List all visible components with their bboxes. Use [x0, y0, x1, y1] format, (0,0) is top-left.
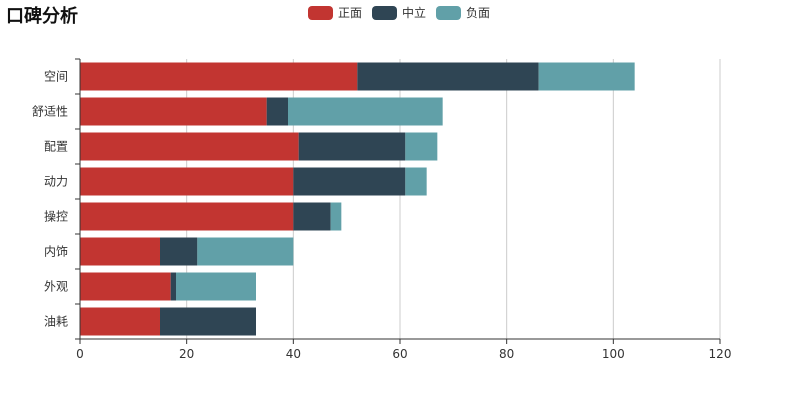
bar-neutral-3[interactable] — [293, 167, 406, 196]
bar-neutral-4[interactable] — [293, 202, 331, 231]
bar-negative-5[interactable] — [197, 237, 294, 266]
x-tick-label: 0 — [76, 347, 84, 361]
bar-neutral-1[interactable] — [266, 97, 288, 126]
y-tick-label: 外观 — [44, 280, 68, 294]
bar-neutral-0[interactable] — [357, 62, 539, 91]
legend-label-positive: 正面 — [338, 6, 363, 20]
bar-positive-2[interactable] — [80, 132, 299, 161]
legend-label-neutral: 中立 — [402, 6, 427, 20]
x-tick-label: 60 — [392, 347, 407, 361]
legend: 正面 中立 负面 — [308, 4, 490, 21]
bar-neutral-5[interactable] — [160, 237, 198, 266]
legend-item-negative[interactable]: 负面 — [436, 4, 490, 21]
chart-title: 口碑分析 — [6, 6, 78, 27]
bar-positive-4[interactable] — [80, 202, 294, 231]
y-tick-label: 舒适性 — [32, 105, 68, 119]
y-tick-label: 内饰 — [44, 245, 68, 259]
bar-neutral-6[interactable] — [170, 272, 176, 301]
bar-negative-4[interactable] — [330, 202, 342, 231]
bar-neutral-7[interactable] — [160, 307, 256, 336]
x-tick-label: 120 — [709, 347, 732, 361]
x-tick-label: 40 — [286, 347, 301, 361]
bar-positive-0[interactable] — [80, 62, 358, 91]
y-tick-label: 油耗 — [44, 315, 68, 329]
bar-positive-6[interactable] — [80, 272, 171, 301]
y-tick-label: 动力 — [44, 175, 68, 189]
y-tick-label: 空间 — [44, 70, 68, 84]
y-tick-label: 操控 — [44, 209, 68, 224]
bar-negative-6[interactable] — [176, 272, 256, 301]
bar-positive-3[interactable] — [80, 167, 294, 196]
bar-positive-7[interactable] — [80, 307, 160, 336]
x-tick-label: 100 — [602, 347, 625, 361]
bar-negative-2[interactable] — [405, 132, 438, 161]
legend-swatch-negative — [436, 5, 462, 20]
bar-neutral-2[interactable] — [298, 132, 406, 161]
legend-item-neutral[interactable]: 中立 — [372, 4, 426, 21]
bar-positive-1[interactable] — [80, 97, 267, 126]
legend-label-negative: 负面 — [466, 6, 491, 20]
bar-negative-0[interactable] — [538, 62, 635, 91]
y-tick-label: 配置 — [44, 140, 68, 154]
bar-negative-1[interactable] — [288, 97, 443, 126]
legend-item-positive[interactable]: 正面 — [308, 4, 362, 21]
legend-swatch-neutral — [372, 5, 398, 20]
x-tick-label: 80 — [499, 347, 514, 361]
legend-swatch-positive — [308, 5, 333, 20]
bar-positive-5[interactable] — [80, 237, 160, 266]
bar-negative-3[interactable] — [405, 167, 427, 196]
x-tick-label: 20 — [179, 347, 194, 361]
